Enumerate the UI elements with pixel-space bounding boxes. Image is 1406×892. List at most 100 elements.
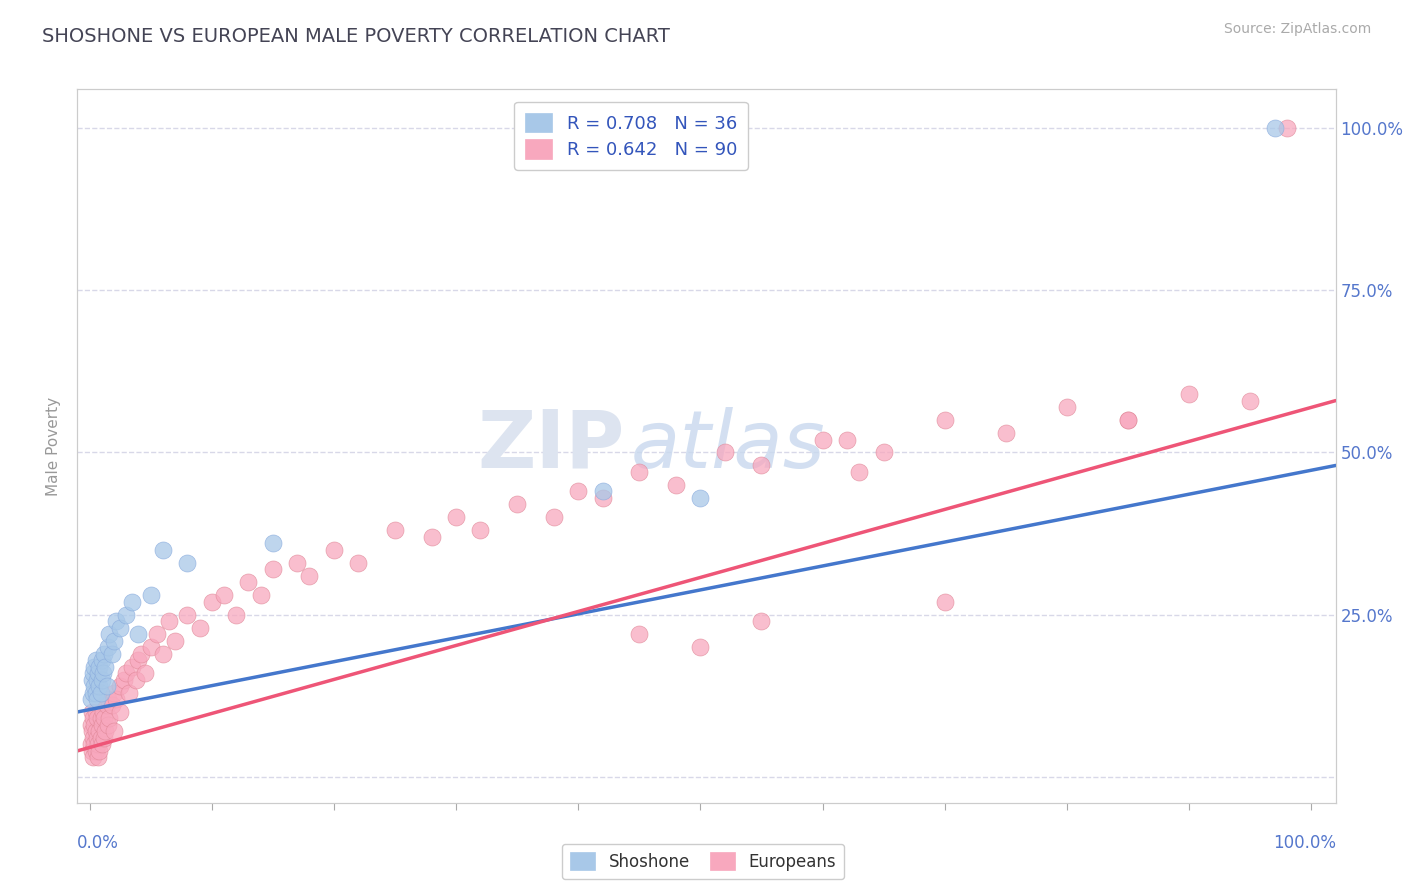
Point <box>665 478 688 492</box>
Point <box>751 614 773 628</box>
Point <box>89 679 111 693</box>
Point <box>420 530 443 544</box>
Point <box>87 738 110 752</box>
Point <box>129 647 152 661</box>
Point <box>506 497 529 511</box>
Point <box>262 562 284 576</box>
Point <box>100 647 122 661</box>
Point <box>835 433 858 447</box>
Legend: R = 0.708   N = 36, R = 0.642   N = 90: R = 0.708 N = 36, R = 0.642 N = 90 <box>515 102 748 169</box>
Point <box>105 614 128 628</box>
Point <box>127 653 149 667</box>
Point <box>83 718 105 732</box>
Point <box>1275 121 1298 136</box>
Point <box>201 595 224 609</box>
Point <box>83 659 105 673</box>
Point <box>238 575 260 590</box>
Point <box>86 692 108 706</box>
Point <box>567 484 589 499</box>
Point <box>176 607 198 622</box>
Point <box>90 711 112 725</box>
Point <box>80 724 103 739</box>
Point <box>105 692 128 706</box>
Point <box>1116 413 1139 427</box>
Point <box>80 673 103 687</box>
Point <box>152 647 174 661</box>
Point <box>117 685 139 699</box>
Point <box>689 640 711 654</box>
Point <box>89 724 111 739</box>
Point <box>115 666 138 681</box>
Point <box>98 711 121 725</box>
Point <box>97 640 120 654</box>
Point <box>89 659 111 673</box>
Point <box>848 465 870 479</box>
Point <box>121 659 143 673</box>
Point <box>134 666 156 681</box>
Point <box>83 738 105 752</box>
Point <box>82 711 104 725</box>
Point <box>470 524 492 538</box>
Point <box>714 445 737 459</box>
Point <box>93 711 115 725</box>
Point <box>97 718 120 732</box>
Point <box>592 484 614 499</box>
Point <box>94 724 117 739</box>
Text: Source: ZipAtlas.com: Source: ZipAtlas.com <box>1223 22 1371 37</box>
Point <box>1178 387 1201 401</box>
Point <box>165 633 187 648</box>
Point <box>84 744 107 758</box>
Point <box>86 711 108 725</box>
Point <box>90 738 112 752</box>
Point <box>83 679 105 693</box>
Point <box>80 692 103 706</box>
Point <box>91 666 114 681</box>
Point <box>93 731 115 745</box>
Y-axis label: Male Poverty: Male Poverty <box>46 396 62 496</box>
Point <box>262 536 284 550</box>
Legend: Shoshone, Europeans: Shoshone, Europeans <box>562 844 844 880</box>
Point <box>176 556 198 570</box>
Point <box>89 744 111 758</box>
Point <box>86 673 108 687</box>
Point <box>100 698 122 713</box>
Point <box>121 595 143 609</box>
Point <box>108 705 131 719</box>
Text: 100.0%: 100.0% <box>1272 834 1336 852</box>
Point <box>90 718 112 732</box>
Point <box>139 588 162 602</box>
Point <box>872 445 894 459</box>
Point <box>84 685 107 699</box>
Point <box>90 653 112 667</box>
Point <box>91 705 114 719</box>
Point <box>84 724 107 739</box>
Point <box>82 685 104 699</box>
Point <box>80 744 103 758</box>
Point <box>934 413 956 427</box>
Point <box>86 731 108 745</box>
Point <box>103 724 125 739</box>
Point <box>82 731 104 745</box>
Point <box>543 510 565 524</box>
Text: ZIP: ZIP <box>478 407 624 485</box>
Point <box>98 627 121 641</box>
Point <box>249 588 271 602</box>
Point <box>90 685 112 699</box>
Text: 0.0%: 0.0% <box>77 834 120 852</box>
Point <box>212 588 235 602</box>
Point <box>994 425 1017 440</box>
Point <box>689 491 711 505</box>
Point <box>80 705 103 719</box>
Point <box>87 750 110 764</box>
Point <box>97 692 120 706</box>
Point <box>90 731 112 745</box>
Point <box>87 666 110 681</box>
Point <box>80 738 103 752</box>
Point <box>93 647 115 661</box>
Point <box>225 607 247 622</box>
Point <box>82 666 104 681</box>
Point <box>628 465 651 479</box>
Point <box>127 627 149 641</box>
Point <box>84 705 107 719</box>
Point <box>1264 121 1286 136</box>
